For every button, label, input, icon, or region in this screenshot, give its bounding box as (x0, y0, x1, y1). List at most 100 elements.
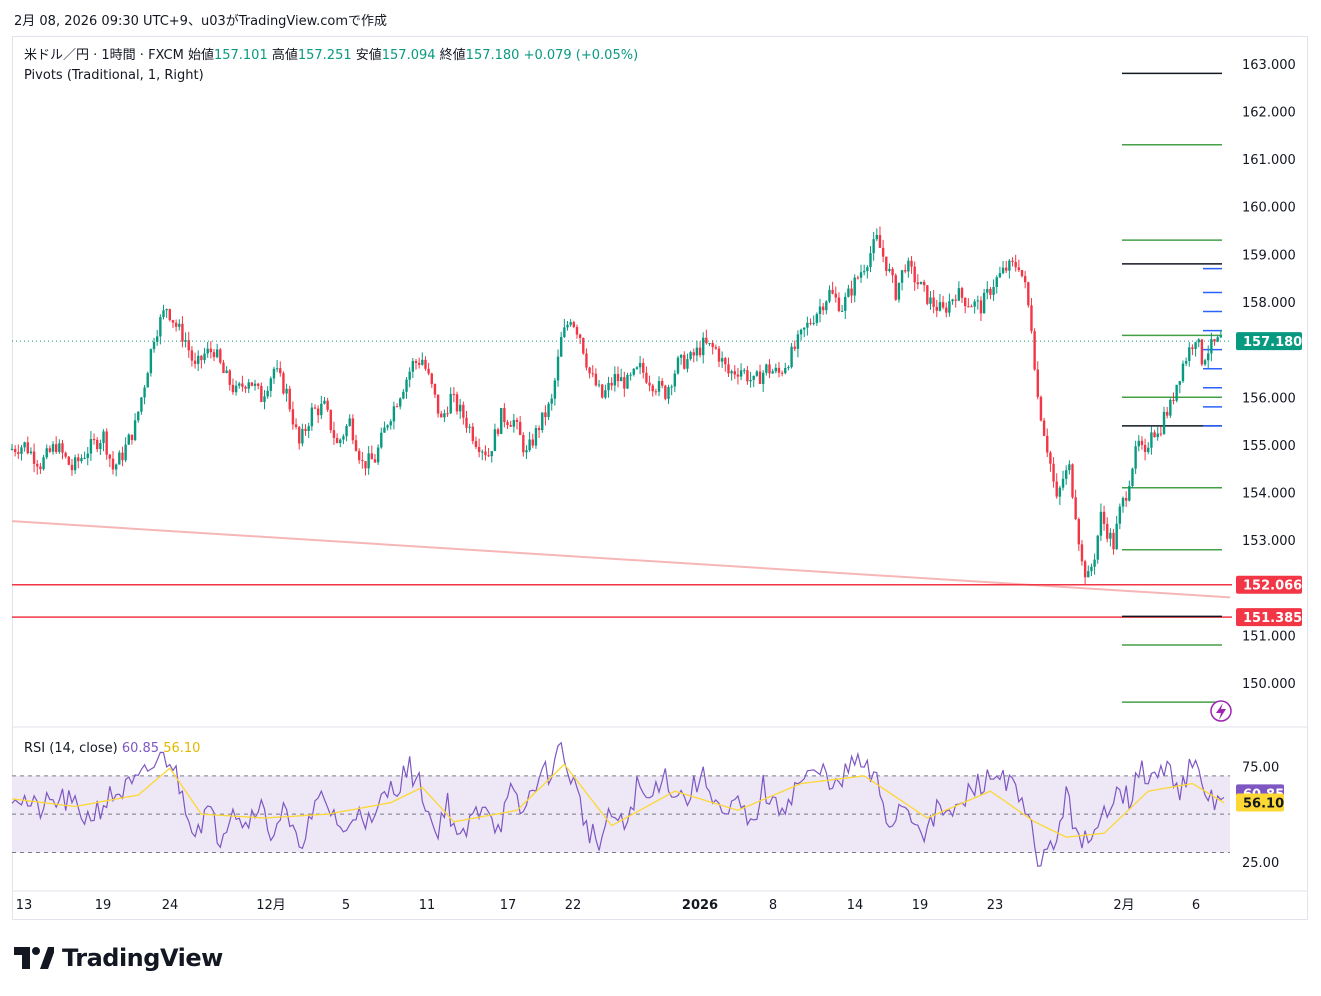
candle-body (260, 385, 263, 402)
candle-body (1115, 523, 1118, 550)
candle-body (1017, 267, 1021, 271)
candle-body (304, 428, 307, 431)
candle-body (862, 271, 866, 273)
candle-body (335, 437, 339, 444)
legend-part-8: 157.180 (466, 48, 524, 63)
candle-body (181, 323, 184, 342)
candle-body (231, 384, 235, 393)
tradingview-brand[interactable]: TradingView (14, 944, 223, 972)
rsi-tick-label-1: 25.00 (1242, 856, 1279, 871)
candle-body (774, 367, 778, 372)
candle-body (411, 361, 415, 372)
candle-body (165, 309, 168, 311)
pivots-legend: Pivots (Traditional, 1, Right) (24, 68, 204, 83)
candle-body (825, 301, 828, 311)
candle-body (995, 277, 998, 287)
candle-body (1014, 261, 1017, 268)
candle-body (193, 360, 197, 364)
candle-body (651, 385, 654, 392)
candle-body (559, 337, 563, 357)
candle-body (1184, 361, 1188, 364)
candle-body (395, 406, 399, 408)
candle-body (405, 379, 408, 392)
candle-body (51, 444, 55, 452)
candle-body (1090, 566, 1093, 572)
candle-body (26, 442, 29, 454)
candle-body (689, 352, 692, 360)
candle-body (982, 292, 986, 314)
candle-body (417, 362, 421, 365)
candle-body (446, 413, 449, 415)
candle-body (916, 282, 920, 285)
candle-body (241, 383, 244, 387)
tradingview-brand-name: TradingView (62, 944, 223, 972)
candle-body (743, 370, 746, 372)
candle-body (976, 300, 980, 302)
candle-body (279, 368, 282, 374)
candle-body (790, 346, 793, 368)
candle-body (1131, 468, 1134, 487)
candle-body (831, 289, 834, 294)
candle-body (1102, 511, 1106, 524)
time-tick-label-9: 8 (769, 898, 777, 913)
candle-body (575, 326, 579, 335)
candle-body (619, 377, 623, 382)
candle-body (310, 407, 314, 427)
candle-body (190, 350, 194, 361)
price-tick-label-5: 158.000 (1242, 296, 1296, 311)
time-tick-label-8: 2026 (682, 898, 718, 913)
candle-body (1118, 506, 1122, 524)
candle-body (714, 347, 718, 349)
candle-body (1008, 260, 1011, 271)
candle-body (399, 398, 402, 407)
candle-body (657, 381, 661, 392)
candle-body (1147, 447, 1150, 452)
candle-body (891, 268, 894, 276)
candle-body (503, 408, 506, 423)
candle-body (1071, 464, 1074, 498)
candle-body (266, 390, 269, 397)
candle-body (351, 418, 355, 441)
candle-body (13, 448, 17, 453)
candle-body (1134, 446, 1137, 469)
candle-body (679, 354, 683, 358)
candle-body (1039, 396, 1043, 421)
candle-body (702, 337, 705, 356)
candle-body (1077, 519, 1081, 545)
candle-body (275, 368, 279, 370)
candle-body (137, 411, 140, 421)
candle-body (1030, 305, 1033, 332)
candle-body (77, 457, 80, 462)
last-price-tag-label: 157.180 (1243, 335, 1302, 350)
candle-body (250, 382, 254, 386)
candle-body (1213, 339, 1216, 342)
candle-body (1106, 523, 1109, 539)
candle-body (48, 448, 52, 452)
candle-body (594, 373, 598, 386)
candle-body (664, 385, 667, 399)
candle-body (316, 408, 320, 416)
candle-body (370, 453, 374, 460)
candle-body (698, 347, 702, 356)
candle-body (963, 297, 967, 307)
candle-body (58, 443, 61, 452)
candle-body (1162, 411, 1166, 434)
legend-part-7: 終値 (440, 47, 466, 63)
candle-body (1121, 498, 1125, 507)
candle-body (1020, 270, 1024, 277)
candle-body (1052, 463, 1055, 482)
candle-body (900, 270, 904, 283)
candle-body (856, 277, 860, 279)
candle-body (54, 444, 58, 452)
candle-body (408, 371, 411, 380)
candle-body (225, 370, 228, 374)
candle-body (844, 296, 847, 311)
candle-body (70, 464, 74, 471)
candle-body (152, 341, 156, 350)
candle-body (339, 439, 342, 444)
candle-body (17, 452, 20, 454)
candle-body (752, 375, 755, 380)
time-tick-label-13: 2月 (1113, 898, 1134, 913)
candle-body (500, 408, 503, 434)
